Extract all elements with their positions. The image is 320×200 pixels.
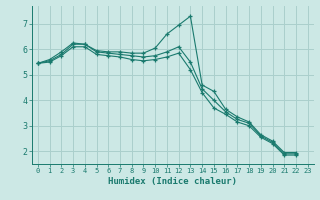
X-axis label: Humidex (Indice chaleur): Humidex (Indice chaleur) — [108, 177, 237, 186]
